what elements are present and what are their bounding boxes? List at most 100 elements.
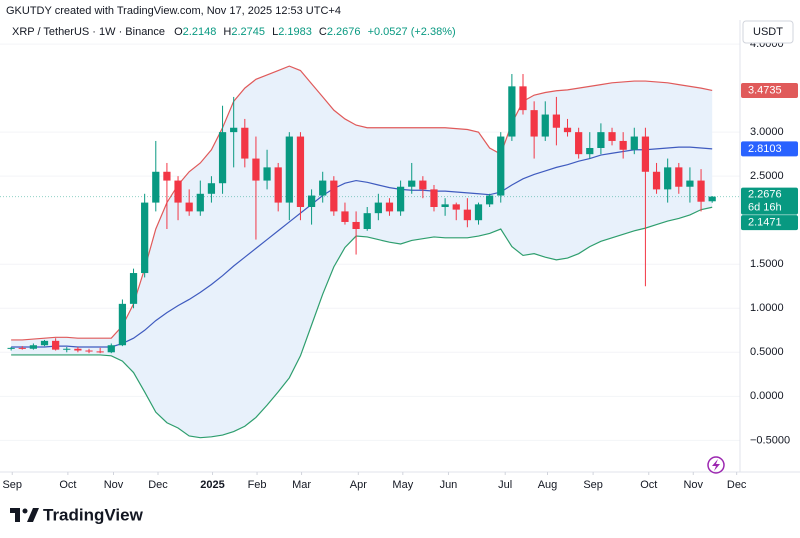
plot-area <box>0 43 740 441</box>
x-tick-label: Jul <box>498 479 512 491</box>
candle-body <box>474 204 483 221</box>
candle-body <box>441 204 449 207</box>
badge-bolt <box>712 459 720 471</box>
ohlc-label: H <box>223 26 231 38</box>
band-upper <box>11 65 713 341</box>
y-tick-label: 0.5000 <box>750 346 784 358</box>
candle-body <box>608 132 616 141</box>
basis-label-box <box>741 141 798 157</box>
candle-body <box>40 340 49 346</box>
band-basis <box>11 146 713 348</box>
candle-body <box>463 209 471 221</box>
candle-body <box>630 136 638 150</box>
x-tick-label: Apr <box>350 479 367 491</box>
last-price-label: 2.2676 <box>748 189 782 201</box>
candle-body <box>141 202 149 274</box>
candle-body <box>74 348 82 351</box>
ohlc-label: C <box>319 26 327 38</box>
candle-body <box>363 213 371 230</box>
candle-body <box>319 180 327 196</box>
logo: TradingView <box>10 505 144 524</box>
candle-body <box>352 221 360 230</box>
candle-body <box>263 167 271 181</box>
x-tick-label: Jun <box>440 479 458 491</box>
x-tick-label: Aug <box>538 479 558 491</box>
upper-label: 3.4735 <box>748 84 782 96</box>
x-tick-label: May <box>392 479 413 491</box>
currency-box[interactable] <box>742 20 794 44</box>
candle-body <box>619 140 627 150</box>
x-tick-label: Dec <box>727 479 747 491</box>
y-tick-label: 2.5000 <box>750 170 784 182</box>
y-tick-label: 1.5000 <box>750 258 784 270</box>
candle-body <box>307 195 316 207</box>
band-fill <box>11 66 713 438</box>
candle-body <box>697 180 705 202</box>
candle-body <box>530 110 538 137</box>
low-value: 2.1983 <box>278 26 312 38</box>
candle-body <box>18 347 26 349</box>
open-value: 2.2148 <box>183 26 217 38</box>
candle-body <box>486 195 494 205</box>
candle-body <box>129 273 138 304</box>
candle-body <box>330 180 338 212</box>
y-tick-label: 3.0000 <box>750 126 784 138</box>
x-tick-label: Nov <box>104 479 124 491</box>
x-tick-label: Mar <box>292 479 311 491</box>
x-tick-label: Oct <box>59 479 76 491</box>
candle-body <box>552 114 561 128</box>
candle-body <box>241 127 249 159</box>
lower-label: 2.1471 <box>748 217 782 229</box>
x-tick-label: 2025 <box>200 479 224 491</box>
candle-body <box>586 147 594 155</box>
candle-body <box>63 348 71 350</box>
tv-badge <box>707 456 725 474</box>
candle-body <box>419 180 427 190</box>
candle-body <box>107 345 115 353</box>
candle-body <box>452 204 460 210</box>
y-tick-label: 0.0000 <box>750 390 784 402</box>
upper-label-box <box>741 82 798 98</box>
x-tick-label: Dec <box>148 479 168 491</box>
basis-label: 2.8103 <box>748 143 782 155</box>
candle-body <box>341 211 349 222</box>
candle-body <box>385 202 394 212</box>
symbol: XRP / TetherUS · 1W · Binance <box>12 26 165 38</box>
candle-body <box>163 171 171 181</box>
caption: GKUTDY created with TradingView.com, Nov… <box>6 5 341 17</box>
candle-body <box>118 303 127 346</box>
high-value: 2.2745 <box>231 26 265 38</box>
candle-body <box>597 132 605 148</box>
close-value: 2.2676 <box>327 26 361 38</box>
candle-body <box>708 196 716 202</box>
candle-body <box>563 127 572 133</box>
lower-label-box <box>741 215 798 231</box>
x-tick-label: Sep <box>583 479 603 491</box>
candle-body <box>52 340 60 350</box>
candle-body <box>230 127 238 133</box>
badge-ring <box>707 456 725 474</box>
candle-body <box>218 132 227 184</box>
candle-body <box>508 86 516 137</box>
x-tick-label: Oct <box>640 479 657 491</box>
candle-body <box>152 171 160 203</box>
candle-body <box>85 350 93 352</box>
candle-body <box>7 347 15 349</box>
x-tick-label: Sep <box>2 479 22 491</box>
countdown: 6d 16h <box>748 202 782 214</box>
candle-body <box>641 136 650 172</box>
candle-body <box>174 180 182 203</box>
currency[interactable]: USDT <box>753 26 783 38</box>
candle-body <box>430 189 438 207</box>
candle-body <box>252 158 260 181</box>
x-tick-label: Nov <box>683 479 703 491</box>
y-tick-label: −0.5000 <box>750 434 790 446</box>
legend-line: XRP / TetherUS · 1W · Binance O2.2148 H2… <box>12 26 456 38</box>
candle-body <box>652 171 661 190</box>
axes: 4.00003.00002.50001.50001.00000.50000.00… <box>2 38 798 491</box>
last-price-box <box>741 187 798 215</box>
candle-body <box>575 132 583 155</box>
logo-mark <box>10 508 20 522</box>
